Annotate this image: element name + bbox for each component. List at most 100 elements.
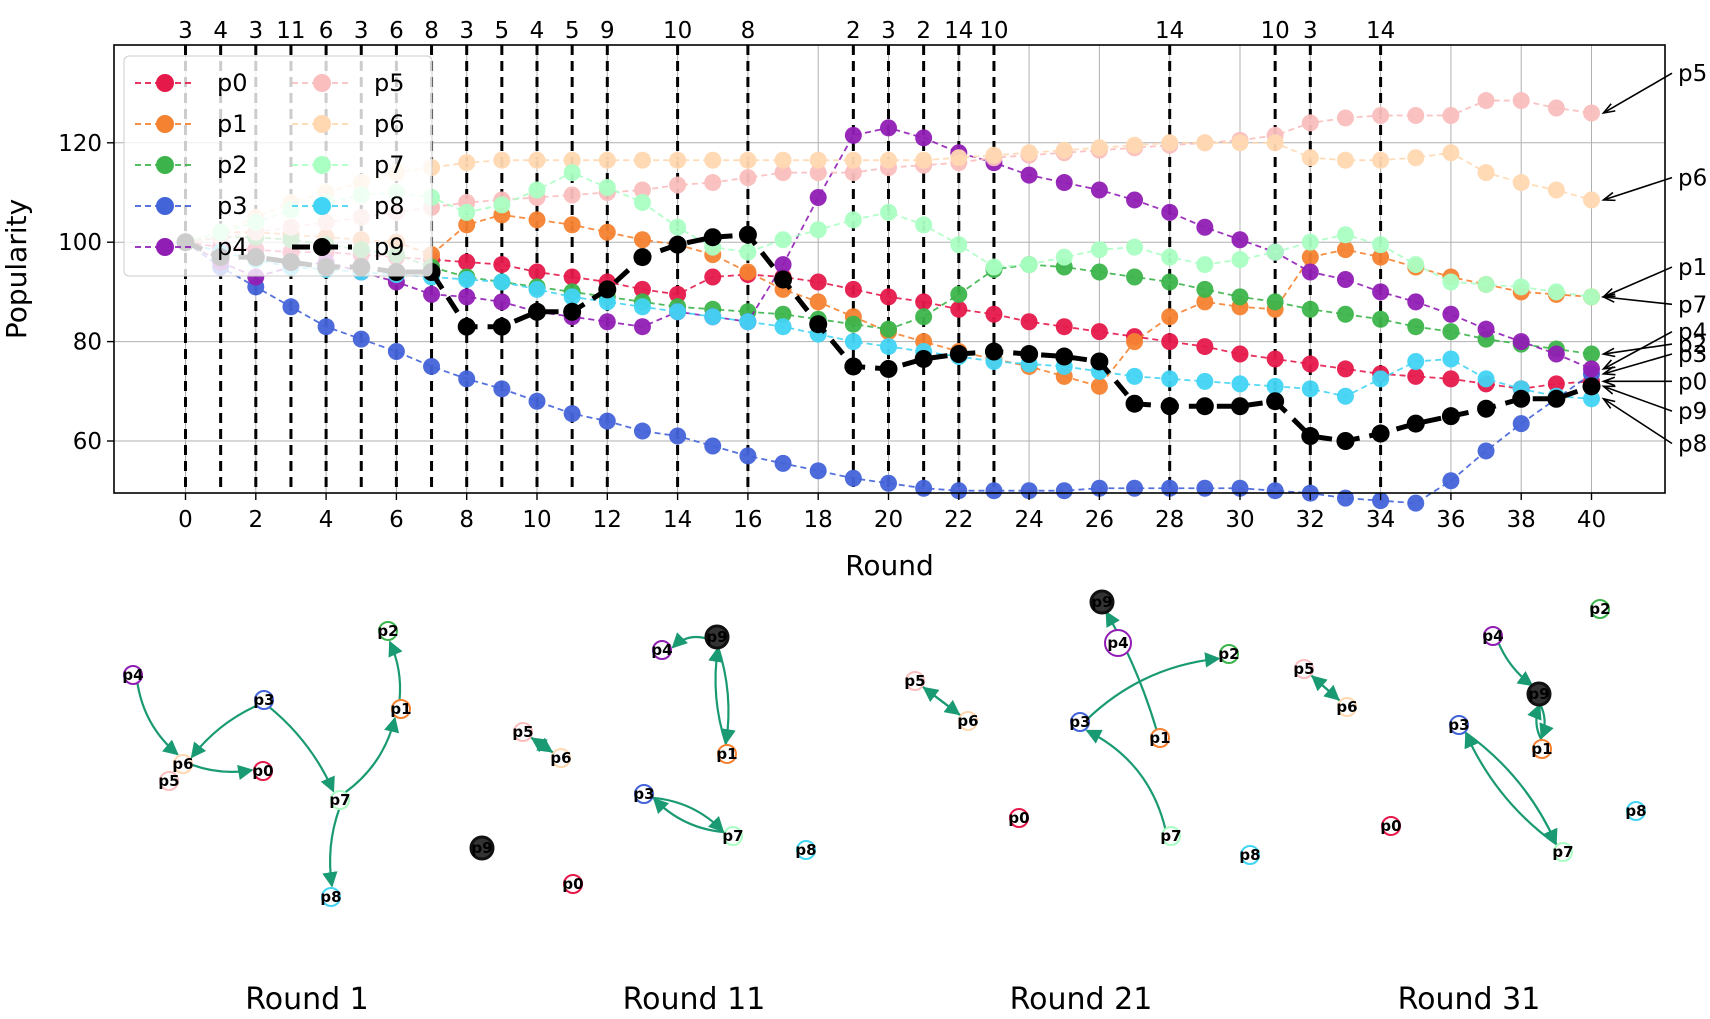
data-point-p6 — [774, 151, 792, 169]
data-point-p7 — [563, 164, 581, 182]
graph-node-p0 — [1009, 808, 1029, 828]
graph-node-label-p5: p5 — [904, 672, 925, 690]
data-point-p4 — [774, 256, 792, 274]
round-marker-label: 3 — [881, 18, 896, 44]
data-point-p6 — [1547, 181, 1565, 199]
data-point-p4 — [1512, 333, 1530, 351]
data-point-p7 — [1266, 243, 1284, 261]
graph-node-label-p8: p8 — [1625, 802, 1646, 820]
graph-node-label-p0: p0 — [562, 875, 583, 893]
data-point-p1 — [1126, 333, 1144, 351]
legend-label-p4: p4 — [217, 233, 248, 261]
data-point-p5 — [809, 164, 827, 182]
end-label-arrowhead — [1601, 376, 1616, 387]
data-point-p8 — [633, 298, 651, 316]
data-point-p8 — [493, 273, 511, 291]
data-point-p9 — [1266, 392, 1285, 411]
end-label-arrowhead — [1601, 397, 1616, 409]
graph-edge — [922, 686, 962, 717]
data-point-p4 — [1196, 218, 1214, 236]
data-point-p5 — [1336, 109, 1354, 127]
data-point-p9 — [844, 357, 863, 376]
data-point-p3 — [915, 479, 933, 497]
data-point-p4 — [1372, 283, 1390, 301]
data-point-p6 — [880, 151, 897, 169]
data-point-p4 — [1477, 320, 1495, 338]
graph-node-p5 — [513, 722, 533, 742]
x-tick-label: 16 — [733, 507, 762, 533]
graph-edge — [530, 737, 555, 754]
y-tick-label: 120 — [58, 131, 102, 157]
data-point-p5 — [704, 174, 722, 192]
data-point-p6 — [844, 151, 862, 169]
data-point-p8 — [1301, 380, 1319, 398]
data-point-p3 — [809, 462, 827, 480]
graph-node-p7 — [1161, 826, 1181, 846]
graph-node-label-p2: p2 — [1589, 600, 1610, 618]
data-point-p4 — [458, 288, 476, 306]
data-point-p4 — [1126, 191, 1144, 209]
data-point-p8 — [1407, 352, 1425, 370]
data-point-p4 — [844, 126, 862, 144]
round-marker-label: 5 — [495, 18, 510, 44]
legend-swatch-marker — [313, 197, 331, 215]
round-marker-label: 3 — [354, 18, 369, 44]
data-point-p0 — [704, 268, 722, 286]
end-label-arrow — [1603, 343, 1673, 355]
data-point-p3 — [1477, 442, 1495, 460]
data-point-p0 — [1266, 350, 1284, 368]
data-point-p0 — [1020, 313, 1038, 331]
data-point-p5 — [1512, 92, 1530, 110]
data-point-p6 — [1266, 134, 1284, 152]
data-point-p5 — [563, 186, 581, 204]
data-point-p7 — [739, 243, 757, 261]
data-point-p3 — [1196, 479, 1214, 497]
graph-node-p6 — [551, 748, 571, 768]
caption-round-31: Round 31 — [1397, 982, 1541, 1017]
graph-node-p0 — [1381, 816, 1401, 836]
x-tick-label: 8 — [459, 507, 474, 533]
graph-node-p0 — [253, 761, 273, 781]
data-point-p4 — [1161, 203, 1179, 221]
data-point-p3 — [774, 454, 792, 472]
data-point-p3 — [423, 357, 441, 375]
data-point-p2 — [1442, 323, 1460, 341]
data-point-p3 — [493, 380, 511, 398]
data-point-p3 — [528, 392, 546, 410]
data-point-p3 — [880, 474, 897, 492]
graph-node-label-p4: p4 — [651, 641, 672, 659]
graph-edge — [1464, 731, 1558, 845]
round-marker-label: 3 — [178, 18, 193, 44]
legend-label-p9: p9 — [374, 233, 405, 261]
data-point-p4 — [1301, 263, 1319, 281]
graph-node-p6 — [1337, 697, 1357, 717]
network-graphs: p0p1p2p3p4p5p6p7p8p0p1p3p4p5p6p7p8p9p9p0… — [122, 589, 1647, 907]
graph-node-label-p6: p6 — [1336, 698, 1357, 716]
graph-node-label-p0: p0 — [1008, 809, 1029, 827]
data-point-p0 — [1196, 338, 1214, 356]
data-point-p2 — [915, 308, 933, 326]
graph-node-p8 — [1240, 845, 1260, 865]
data-point-p3 — [985, 482, 1003, 500]
plot-frame — [113, 44, 1666, 494]
round-marker-label: 8 — [424, 18, 439, 44]
graph-node-label-p4: p4 — [122, 666, 143, 684]
graph-node-p3 — [254, 690, 274, 710]
data-point-p8 — [1161, 370, 1179, 388]
x-tick-label: 0 — [178, 507, 193, 533]
data-point-p9 — [1336, 432, 1355, 450]
series-line-p5 — [185, 99, 1592, 244]
legend-label-p5: p5 — [374, 69, 405, 97]
data-point-p7 — [493, 196, 511, 214]
data-point-p7 — [1126, 238, 1144, 256]
data-point-p9 — [528, 302, 546, 321]
data-point-p5 — [844, 164, 862, 182]
graph-node-p9 — [1089, 589, 1115, 615]
graph-node-p8 — [796, 840, 816, 860]
data-point-p9 — [1055, 347, 1074, 366]
data-point-p0 — [880, 288, 897, 306]
data-point-p1 — [458, 216, 476, 234]
data-point-p9 — [633, 248, 652, 267]
end-label-p6: p6 — [1678, 166, 1707, 192]
